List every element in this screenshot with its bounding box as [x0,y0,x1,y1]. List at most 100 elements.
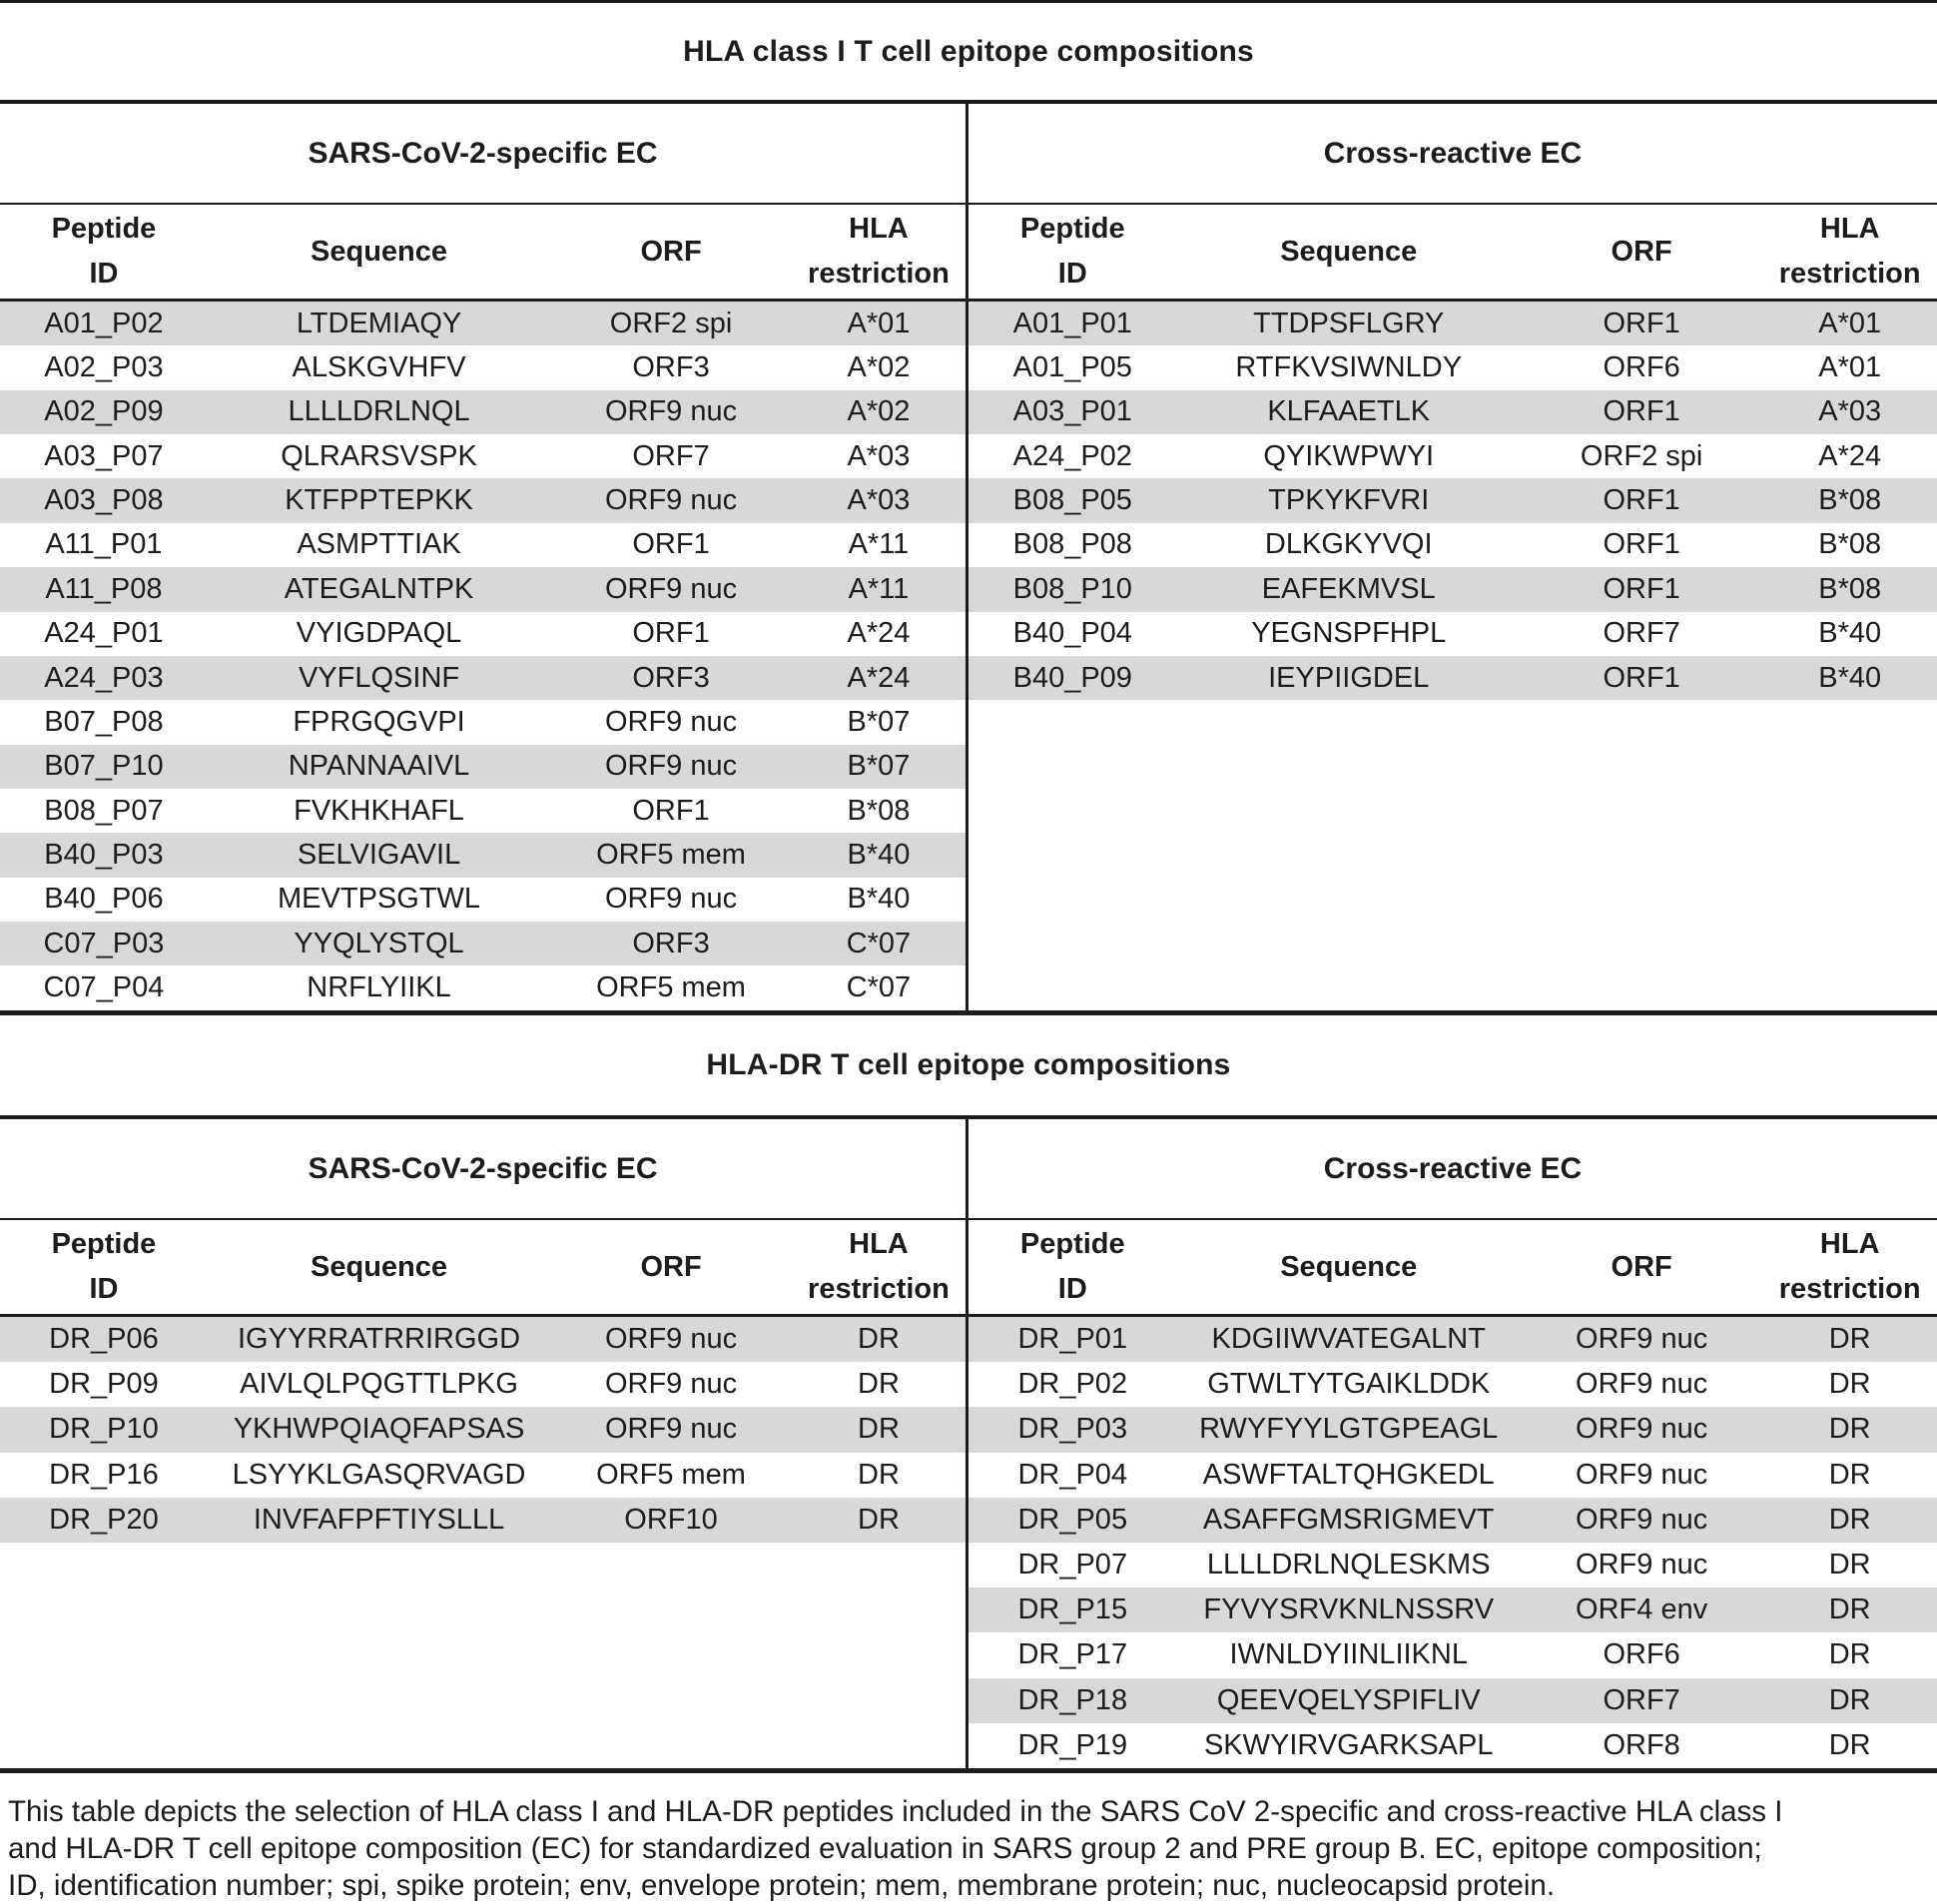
orf-cell: ORF3 [632,927,710,959]
sequence-cell: FYVYSRVKNLNSSRV [1203,1593,1495,1626]
hla-restriction-cell: A*03 [1818,395,1882,428]
orf-cell: ORF1 [1603,572,1680,605]
column-header: Peptide ID [1019,1228,1125,1305]
peptide-id-cell: B07_P08 [44,705,164,738]
peptide-id-cell: A11_P01 [45,528,163,561]
table-row: DR_P02 GTWLTYTGAIKLDDK ORF9 nuc DR [968,1362,1937,1407]
peptide-id-cell: DR_P05 [1017,1503,1128,1536]
orf-cell: ORF6 [1603,351,1680,384]
hla-restriction-cell: DR [858,1323,900,1356]
peptide-id-cell: A24_P01 [44,617,164,650]
panel-heading: Cross-reactive EC [968,104,1937,205]
orf-cell: ORF3 [632,661,710,694]
table-row: DR_P19 SKWYIRVGARKSAPL ORF8 DR [968,1723,1937,1768]
peptide-id-cell: DR_P04 [1017,1458,1128,1491]
peptide-id-cell: B07_P10 [44,750,164,783]
cross-reactive-panel: Cross-reactive EC Peptide ID Sequence ORF H… [968,1119,1937,1768]
orf-cell: ORF1 [632,617,710,650]
table-caption: This table depicts the selection of HLA … [8,1793,1929,1904]
hla-restriction-cell: A*01 [1818,351,1882,384]
peptide-id-cell: A03_P08 [44,484,164,517]
hla-restriction-cell: DR [1828,1368,1871,1401]
table-row: B07_P08 FPRGQGVPI ORF9 nuc B*07 [0,700,966,744]
hla-restriction-cell: C*07 [846,971,912,1004]
table-row: A24_P02 QYIKWPWYI ORF2 spi A*24 [968,434,1937,478]
hla-restriction-cell: B*08 [1818,528,1882,561]
orf-cell: ORF9 nuc [1576,1368,1708,1401]
sequence-cell: QYIKWPWYI [1263,439,1435,472]
hla-restriction-cell: C*07 [846,927,912,959]
table-title: HLA class I T cell epitope compositions [683,34,1254,68]
orf-cell: ORF1 [1603,528,1680,561]
table-title: HLA-DR T cell epitope compositions [706,1048,1231,1081]
column-header: ORF [1611,1250,1672,1283]
hla-restriction-cell: A*11 [848,572,910,605]
sequence-cell: KDGIIWVATEGALNT [1211,1323,1486,1356]
table-row: A11_P08 ATEGALNTPK ORF9 nuc A*11 [0,567,966,612]
sequence-cell: ASAFFGMSRIGMEVT [1202,1503,1495,1536]
hla-restriction-cell: DR [858,1368,900,1401]
orf-cell: ORF10 [624,1503,718,1536]
column-header: Sequence [1280,235,1418,268]
table-row: DR_P16 LSYYKLGASQRVAGD ORF5 mem DR [0,1453,966,1498]
orf-cell: ORF1 [1603,395,1680,428]
column-header: ORF [640,235,702,268]
top-rule [0,0,1937,3]
orf-cell: ORF9 nuc [604,572,738,605]
sequence-cell: NPANNAAIVL [288,750,470,783]
sequence-cell: AIVLQLPQGTTLPKG [240,1368,518,1401]
caption-line: and HLA-DR T cell epitope composition (E… [8,1832,1762,1865]
sequence-cell: YKHWPQIAQFAPSAS [233,1413,525,1446]
table-row: DR_P15 FYVYSRVKNLNSSRV ORF4 env DR [968,1587,1937,1633]
hla-restriction-cell: B*08 [1818,484,1882,517]
orf-cell: ORF9 nuc [604,1323,738,1356]
hla-dr-grid: SARS-CoV-2-specific EC Peptide ID Sequenc… [0,1115,1937,1773]
hla-restriction-cell: B*07 [847,750,911,783]
orf-cell: ORF9 nuc [1576,1458,1708,1491]
table-row: DR_P10 YKHWPQIAQFAPSAS ORF9 nuc DR [0,1407,966,1453]
table-row: A24_P03 VYFLQSINF ORF3 A*24 [0,655,966,701]
hla-restriction-cell: B*07 [847,705,911,738]
hla-restriction-cell: DR [1828,1683,1871,1716]
peptide-id-cell: C07_P03 [43,927,165,959]
orf-cell: ORF3 [632,351,710,384]
table-row: C07_P03 YYQLYSTQL ORF3 C*07 [0,922,966,966]
sequence-cell: KLFAAETLK [1267,395,1431,428]
sequence-cell: LLLLDRLNQL [288,395,470,428]
orf-cell: ORF2 spi [1580,439,1703,472]
orf-cell: ORF9 nuc [604,883,738,916]
table-row: C07_P04 NRFLYIIKL ORF5 mem C*07 [0,965,966,1009]
column-header-row: Peptide ID Sequence ORF HLA restriction [968,1220,1937,1317]
peptide-id-cell: B08_P05 [1012,484,1132,517]
table-row: A01_P05 RTFKVSIWNLDY ORF6 A*01 [968,345,1937,389]
peptide-id-cell: B08_P08 [1012,528,1132,561]
cross-reactive-panel: Cross-reactive EC Peptide ID Sequence ORF H… [968,104,1937,1010]
table-row: A02_P09 LLLLDRLNQL ORF9 nuc A*02 [0,389,966,435]
hla-restriction-cell: A*11 [848,528,910,561]
table-row: B08_P08 DLKGKYVQI ORF1 B*08 [968,523,1937,567]
peptide-id-cell: DR_P19 [1017,1728,1128,1761]
hla-restriction-cell: DR [1828,1638,1871,1671]
table-row: DR_P09 AIVLQLPQGTTLPKG ORF9 nuc DR [0,1362,966,1407]
sequence-cell: EAFEKMVSL [1261,572,1436,605]
orf-cell: ORF1 [1603,661,1680,694]
hla-restriction-cell: B*08 [847,794,911,827]
column-header: ORF [640,1250,702,1283]
peptide-id-cell: B40_P04 [1012,617,1132,650]
table-row: DR_P20 INVFAFPFTIYSLLL ORF10 DR [0,1497,966,1543]
table-row: DR_P18 QEEVQELYSPIFLIV ORF7 DR [968,1677,1937,1723]
sequence-cell: VYFLQSINF [298,661,460,694]
panel-heading: SARS-CoV-2-specific EC [0,104,966,205]
orf-cell: ORF9 nuc [604,484,738,517]
orf-cell: ORF4 env [1576,1593,1708,1626]
peptide-id-cell: C07_P04 [43,971,165,1004]
peptide-id-cell: DR_P10 [49,1413,159,1446]
peptide-id-cell: A02_P09 [44,395,164,428]
table-row: A03_P08 KTFPPTEPKK ORF9 nuc A*03 [0,478,966,523]
hla-restriction-cell: A*02 [847,351,911,384]
orf-cell: ORF1 [632,794,710,827]
orf-cell: ORF1 [632,528,710,561]
sequence-cell: TTDPSFLGRY [1253,307,1445,339]
table-rows: A01_P01 TTDPSFLGRY ORF1 A*01 A01_P05 RTFKVSIW… [968,302,1937,1010]
hla-restriction-cell: DR [1828,1549,1871,1582]
